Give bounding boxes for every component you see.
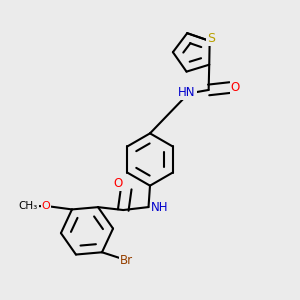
Text: O: O bbox=[42, 201, 50, 211]
Text: HN: HN bbox=[178, 86, 196, 99]
Text: S: S bbox=[207, 32, 215, 45]
Text: O: O bbox=[113, 177, 122, 190]
Text: CH₃: CH₃ bbox=[19, 201, 38, 211]
Text: O: O bbox=[231, 81, 240, 94]
Text: Br: Br bbox=[120, 254, 133, 267]
Text: NH: NH bbox=[151, 201, 169, 214]
